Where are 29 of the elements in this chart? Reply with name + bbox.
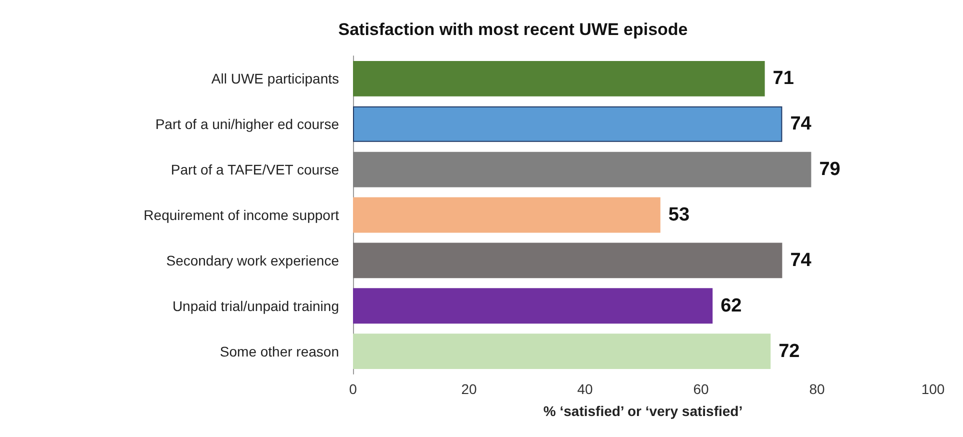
bar: [353, 60, 765, 96]
y-tick-label: All UWE participants: [211, 70, 339, 87]
x-tick-label: 60: [693, 381, 709, 397]
x-tick-label: 40: [577, 381, 593, 397]
y-tick-label: Part of a uni/higher ed course: [155, 116, 340, 132]
y-tick-label: Some other reason: [220, 343, 339, 360]
y-tick-label: Requirement of income support: [144, 207, 340, 223]
data-label: 72: [778, 340, 800, 362]
x-tick-label: 20: [461, 381, 477, 397]
data-label: 71: [772, 68, 794, 90]
x-axis-title: % ‘satisfied’ or ‘very satisfied’: [543, 403, 743, 419]
bar: [353, 152, 812, 188]
chart-title: Satisfaction with most recent UWE episode: [338, 20, 688, 39]
data-label: 74: [790, 114, 812, 135]
x-tick-label: 0: [349, 381, 358, 397]
x-tick-label: 100: [921, 381, 945, 397]
data-label: 79: [819, 159, 840, 180]
y-tick-label: Part of a TAFE/VET course: [170, 162, 340, 178]
y-tick-label: Unpaid trial/unpaid training: [172, 298, 339, 314]
bar: [353, 288, 713, 324]
bar: [353, 334, 771, 370]
y-tick-label: Secondary work experience: [166, 252, 340, 268]
bar: [353, 197, 660, 233]
data-label: 53: [668, 204, 690, 226]
bar: [353, 242, 782, 278]
bar: [353, 106, 782, 142]
data-label: 62: [720, 295, 742, 316]
data-label: 74: [790, 250, 812, 271]
x-tick-label: 80: [809, 381, 825, 397]
